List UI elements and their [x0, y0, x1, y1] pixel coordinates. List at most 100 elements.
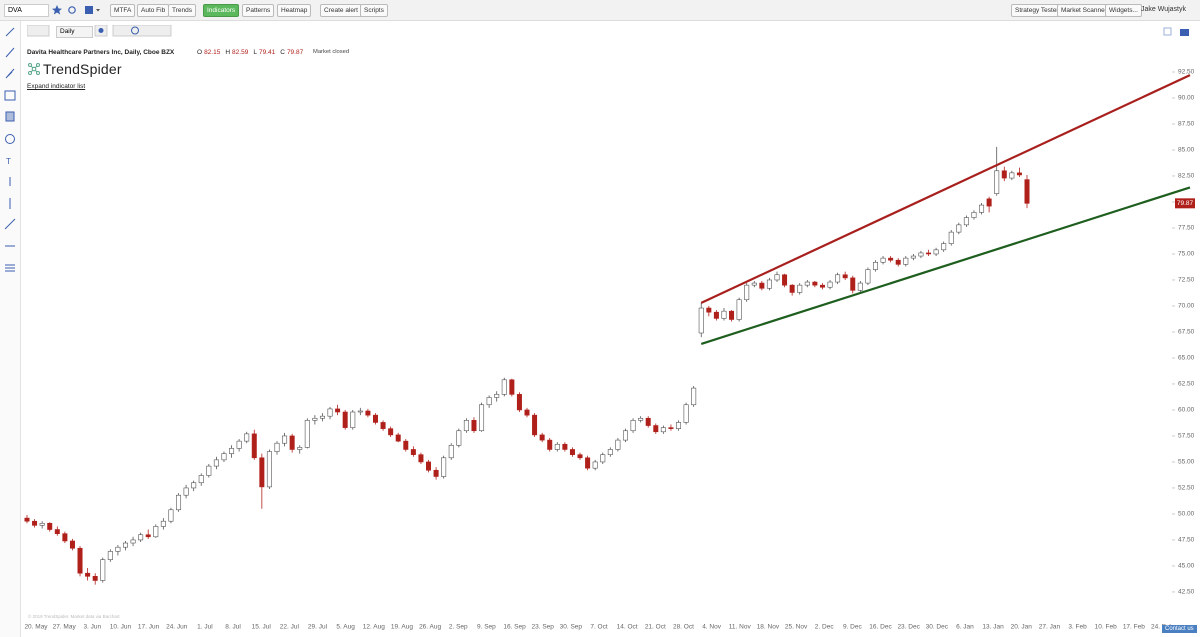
symbol-input[interactable]: DVA [4, 4, 49, 17]
candle-body [554, 443, 560, 450]
x-tick-label: 5. Aug [336, 624, 355, 631]
drawing-toolbar: T [0, 21, 21, 637]
x-tick-label: 24. Jun [166, 624, 188, 631]
candle-body [145, 534, 151, 538]
candle-body [668, 427, 674, 429]
candle-body [963, 217, 969, 226]
candle-body [251, 433, 257, 459]
candle-body [880, 257, 886, 263]
quote-value: 82.15 [204, 49, 221, 56]
x-tick-label: 12. Aug [363, 624, 385, 631]
candle-body [547, 439, 553, 450]
candle-body [683, 404, 689, 423]
candle-body [69, 540, 75, 549]
candle-body [910, 255, 916, 259]
y-tick-label: 72.50 [1178, 277, 1195, 284]
candle-body [39, 522, 45, 526]
toolbar-button[interactable]: Market Scanner [1057, 4, 1111, 17]
candle-body [130, 539, 136, 544]
expand-indicators[interactable]: Expand indicator list [27, 83, 86, 90]
toolbar-icons [52, 5, 100, 15]
candle-body [350, 411, 356, 428]
candle-body [653, 425, 659, 433]
toolbar-button[interactable]: Indicators [203, 4, 240, 17]
x-tick-label: 21. Oct [645, 624, 666, 631]
candle-body [842, 274, 848, 279]
candle-body [971, 212, 977, 218]
user-name[interactable]: Jake Wujastyk [1141, 6, 1186, 13]
y-tick-label: 85.00 [1178, 147, 1195, 154]
candle-body [388, 428, 394, 436]
candle-body [979, 204, 985, 213]
candle-body [380, 422, 386, 429]
y-tick-label: 55.00 [1178, 459, 1195, 466]
candle-body [319, 415, 325, 419]
contact-button[interactable]: Contact us [1162, 625, 1197, 633]
candle-body [289, 435, 295, 450]
y-tick-label: 75.00 [1178, 251, 1195, 258]
x-tick-label: 23. Sep [531, 624, 554, 631]
toolbar-button[interactable]: Scripts [360, 4, 388, 17]
x-tick-label: 15. Jul [252, 624, 272, 631]
candle-body [607, 449, 613, 455]
candle-body [812, 281, 818, 286]
quote-value: 82.59 [232, 49, 249, 56]
last-price-badge [1175, 198, 1195, 209]
candle-body [463, 420, 469, 432]
toolbar-button[interactable]: Widgets... [1105, 4, 1142, 17]
candle-body [244, 433, 250, 442]
svg-text:T: T [6, 157, 11, 166]
candle-body [107, 551, 113, 560]
candle-body [713, 311, 719, 319]
candle-body [933, 249, 939, 255]
toolbar-button[interactable]: Patterns [242, 4, 275, 17]
candle-body [372, 414, 378, 423]
x-tick-label: 3. Feb [1068, 624, 1087, 631]
candle-body [721, 310, 727, 319]
candle-body [259, 457, 265, 488]
toolbar-button[interactable]: Create alert [320, 4, 362, 17]
candle-body [138, 534, 144, 541]
y-tick-label: 47.50 [1178, 537, 1195, 544]
candle-body [206, 465, 212, 476]
candle-body [342, 411, 348, 428]
candle-body [751, 282, 757, 286]
candle-body [486, 397, 492, 406]
candle-body [956, 224, 962, 233]
toolbar-button[interactable]: Strategy Tester [1011, 4, 1063, 17]
candle-body [903, 257, 909, 265]
x-tick-label: 23. Dec [897, 624, 920, 631]
candle-body [835, 274, 841, 283]
candle-body [1016, 172, 1022, 176]
x-tick-label: 2. Sep [449, 624, 468, 631]
x-tick-label: 29. Jul [308, 624, 328, 631]
candle-body [304, 420, 310, 448]
toolbar-button[interactable]: Trends [168, 4, 196, 17]
candle-body [706, 307, 712, 313]
toolbar-button[interactable]: Auto Fib [137, 4, 170, 17]
quote-value: 79.41 [258, 49, 276, 56]
candle-body [100, 559, 106, 581]
x-tick-label: 17. Feb [1123, 624, 1145, 631]
candle-body [479, 404, 485, 432]
candle-body [872, 261, 878, 270]
quote-label: H [225, 49, 231, 56]
candle-body [115, 546, 121, 552]
toolbar-button[interactable]: MTFA [110, 4, 136, 17]
candle-body [153, 526, 159, 538]
candle-body [1009, 172, 1015, 179]
candle-body [198, 475, 204, 484]
candle-body [524, 409, 530, 416]
candle-body [418, 454, 424, 463]
candle-body [691, 387, 697, 406]
quote: O 82.15 H 82.59 L 79.41 C 79.87 [197, 49, 308, 56]
candle-body [562, 443, 568, 450]
x-tick-label: 1. Jul [197, 624, 213, 631]
candle-body [266, 451, 272, 488]
toolbar-button[interactable]: Heatmap [277, 4, 312, 17]
x-tick-label: 22. Jul [280, 624, 300, 631]
y-tick-label: 77.50 [1178, 225, 1195, 232]
timeframe-select[interactable]: Daily [56, 26, 93, 38]
